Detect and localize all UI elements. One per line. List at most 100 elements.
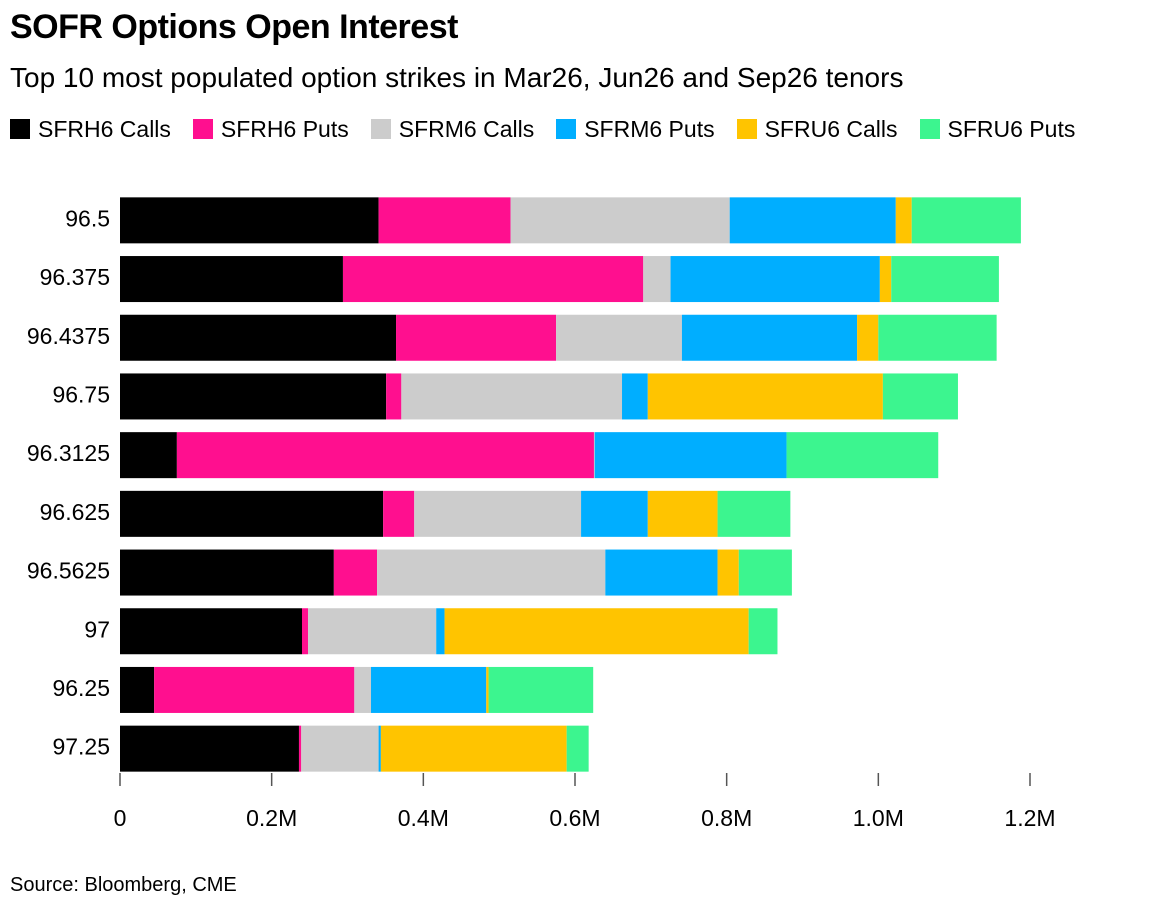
bar-segment <box>643 256 671 303</box>
bar-segment <box>120 373 387 420</box>
bar-segment <box>882 373 958 420</box>
bar-segment <box>333 549 378 596</box>
bar-segment <box>717 490 791 537</box>
source-note: Source: Bloomberg, CME <box>10 874 237 896</box>
bar-segment <box>729 197 896 244</box>
bar-segment <box>444 608 749 655</box>
bar-segment <box>510 197 730 244</box>
x-tick-label: 1.2M <box>1004 805 1055 831</box>
bar-segment <box>401 373 623 420</box>
bar-segment <box>436 608 445 655</box>
bar-segment <box>786 432 939 479</box>
bar-segment <box>396 314 557 361</box>
legend-label: SFRM6 Puts <box>584 115 715 142</box>
bar-segment <box>891 256 999 303</box>
legend: SFRH6 Calls SFRH6 Puts SFRM6 Calls SFRM6 Pu… <box>10 116 1130 142</box>
bar-segment <box>378 197 511 244</box>
bar-segment <box>301 725 379 772</box>
bar-segment <box>120 666 155 713</box>
y-tick-label: 96.3125 <box>27 440 110 466</box>
bar-segment <box>308 608 437 655</box>
bar-segment <box>717 549 739 596</box>
legend-swatch <box>736 119 757 139</box>
bar-segment <box>120 490 384 537</box>
bar-segment <box>647 373 883 420</box>
bar-segment <box>120 314 397 361</box>
bar-segment <box>857 314 879 361</box>
legend-swatch <box>10 119 30 139</box>
bar-segment <box>911 197 1021 244</box>
legend-label: SFRH6 Puts <box>220 115 349 142</box>
legend-item: SFRM6 Calls <box>370 115 535 142</box>
legend-item: SFRU6 Puts <box>919 115 1076 142</box>
legend-label: SFRM6 Calls <box>398 115 535 142</box>
x-tick-label: 0.8M <box>701 805 752 831</box>
bar-segment <box>354 666 372 713</box>
bar-segment <box>154 666 355 713</box>
y-tick-label: 96.625 <box>40 499 110 525</box>
legend-swatch <box>919 119 940 139</box>
bar-segment <box>120 256 343 303</box>
bar-segment <box>120 725 299 772</box>
bar-segment <box>371 666 487 713</box>
y-tick-label: 96.4375 <box>27 323 110 349</box>
x-tick-label: 0.6M <box>549 805 600 831</box>
bar-segment <box>748 608 778 655</box>
bar-segment <box>383 490 415 537</box>
x-tick-label: 0.2M <box>246 805 297 831</box>
bar-segment <box>895 197 912 244</box>
bar-segment <box>377 549 606 596</box>
bar-segment <box>486 666 489 713</box>
bar-segment <box>488 666 594 713</box>
y-tick-label: 96.375 <box>40 264 110 290</box>
y-tick-label: 96.75 <box>52 382 110 408</box>
bar-segment <box>556 314 682 361</box>
chart-title: SOFR Options Open Interest <box>10 8 458 46</box>
legend-label: SFRU6 Calls <box>764 115 898 142</box>
bar-segment <box>605 549 718 596</box>
legend-swatch <box>192 119 213 139</box>
legend-item: SFRH6 Calls <box>10 116 171 142</box>
legend-item: SFRM6 Puts <box>556 115 715 142</box>
x-tick-label: 0 <box>114 805 127 831</box>
bar-segment <box>120 432 177 479</box>
y-tick-label: 96.5 <box>65 205 110 231</box>
x-tick-label: 0.4M <box>398 805 449 831</box>
bar-segment <box>879 256 892 303</box>
bar-segment <box>120 549 334 596</box>
legend-label: SFRH6 Calls <box>38 115 171 142</box>
bar-segment <box>342 256 644 303</box>
bar-segment <box>414 490 582 537</box>
legend-item: SFRU6 Calls <box>736 115 898 142</box>
bar-segment <box>581 490 648 537</box>
legend-item: SFRH6 Puts <box>192 115 349 142</box>
y-tick-label: 96.25 <box>52 675 110 701</box>
bar-segment <box>738 549 792 596</box>
bar-segment <box>176 432 594 479</box>
y-tick-label: 97 <box>84 616 110 642</box>
bar-segment <box>593 432 595 479</box>
legend-label: SFRU6 Puts <box>947 115 1076 142</box>
bar-segment <box>681 314 858 361</box>
bar-segment <box>302 608 309 655</box>
legend-swatch <box>370 119 391 139</box>
chart-subtitle: Top 10 most populated option strikes in … <box>10 62 904 93</box>
bar-segment <box>120 608 302 655</box>
bar-segment <box>670 256 880 303</box>
bar-segment <box>378 725 381 772</box>
bar-segment <box>566 725 589 772</box>
bar-segment <box>380 725 567 772</box>
bar-segment <box>594 432 787 479</box>
bar-segment <box>120 197 379 244</box>
bar-segment <box>878 314 997 361</box>
y-tick-label: 96.5625 <box>27 558 110 584</box>
x-tick-label: 1.0M <box>853 805 904 831</box>
bar-segment <box>647 490 718 537</box>
bar-segment <box>386 373 402 420</box>
y-tick-label: 97.25 <box>52 734 110 760</box>
legend-swatch <box>556 119 577 139</box>
bar-segment <box>298 725 302 772</box>
bar-segment <box>622 373 648 420</box>
